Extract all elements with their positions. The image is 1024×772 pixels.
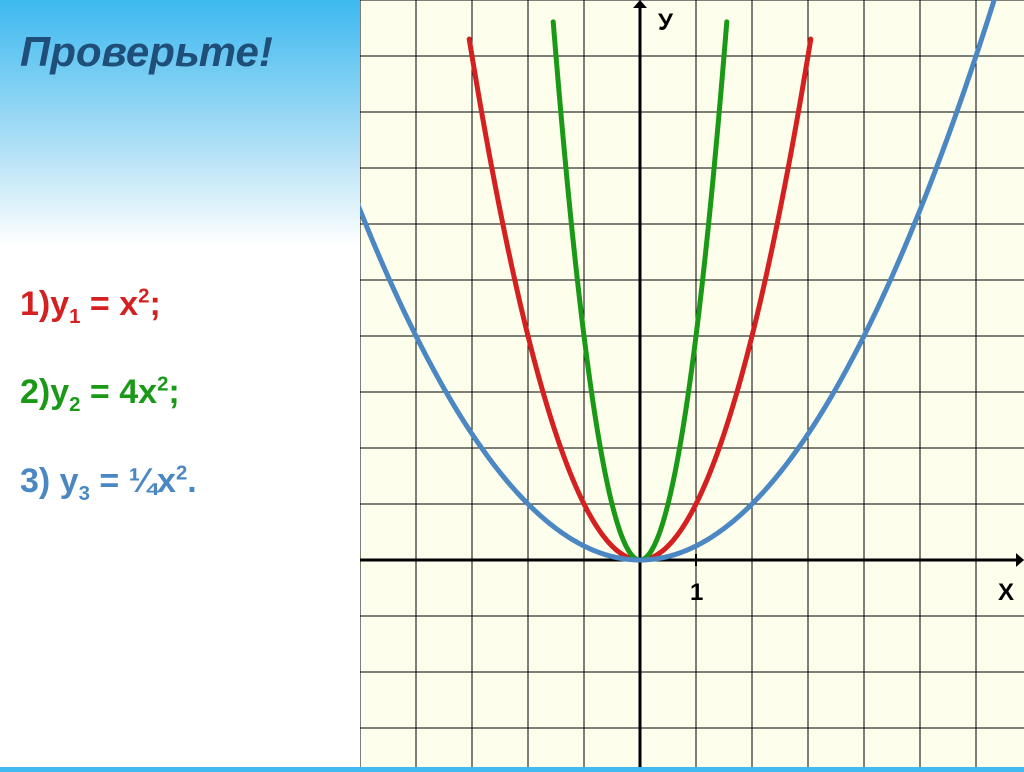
eq3-suffix: = ¼х (90, 462, 176, 500)
eq3-prefix: 3) у (20, 462, 79, 500)
eq1-sup: 2 (138, 286, 149, 308)
eq1-prefix: 1)у (20, 285, 69, 323)
page-title: Проверьте! (20, 28, 273, 76)
eq2-sup: 2 (157, 374, 168, 396)
eq3-tail: . (187, 462, 196, 500)
equation-2: 2)у2 = 4х2; (20, 348, 197, 436)
parabola-chart: У Х 1 (360, 0, 1024, 772)
eq3-sub: 3 (79, 483, 90, 505)
eq1-tail: ; (150, 285, 161, 323)
eq2-tail: ; (168, 373, 179, 411)
eq1-suffix: = х (80, 285, 138, 323)
eq2-suffix: = 4х (80, 373, 157, 411)
equation-list: 1)у1 = х2; 2)у2 = 4х2; 3) у3 = ¼х2. (20, 260, 197, 525)
equation-3: 3) у3 = ¼х2. (20, 437, 197, 525)
eq1-sub: 1 (69, 306, 80, 328)
chart-svg: У Х 1 (360, 0, 1024, 767)
equation-1: 1)у1 = х2; (20, 260, 197, 348)
eq3-sup: 2 (176, 462, 187, 484)
svg-text:Х: Х (998, 579, 1014, 606)
svg-text:У: У (658, 9, 674, 36)
svg-text:1: 1 (690, 579, 703, 606)
eq2-sub: 2 (69, 394, 80, 416)
eq2-prefix: 2)у (20, 373, 69, 411)
